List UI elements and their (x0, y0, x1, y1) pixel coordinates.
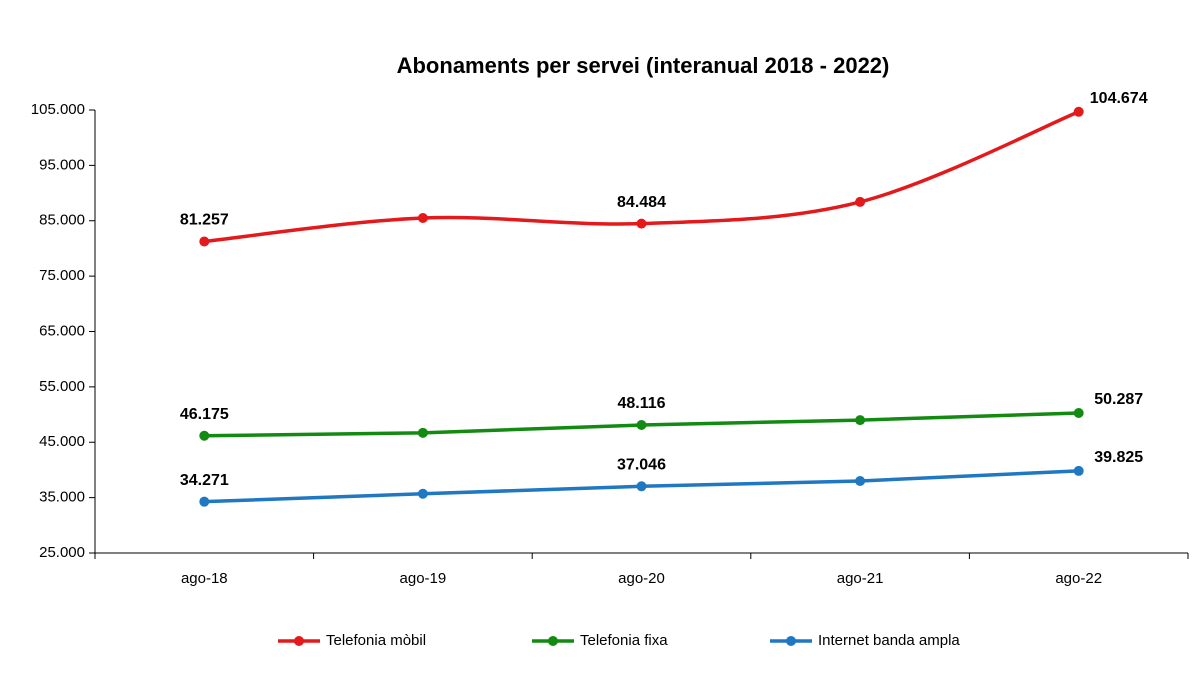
legend-label: Telefonia mòbil (326, 632, 426, 649)
chart-title: Abonaments per servei (interanual 2018 -… (397, 53, 890, 78)
y-tick-label: 85.000 (39, 212, 85, 229)
point (636, 419, 647, 430)
point (417, 488, 428, 499)
point (1073, 106, 1084, 117)
data-label: 37.046 (617, 457, 666, 474)
data-label: 34.271 (180, 472, 229, 489)
data-label: 84.484 (617, 194, 666, 211)
point (855, 196, 866, 207)
data-label: 104.674 (1090, 90, 1148, 107)
point (1073, 465, 1084, 476)
point (417, 427, 428, 438)
y-tick-label: 105.000 (31, 101, 85, 118)
point (1073, 407, 1084, 418)
x-tick-label: ago-21 (837, 570, 884, 587)
x-tick-label: ago-19 (400, 570, 447, 587)
y-tick-label: 35.000 (39, 489, 85, 506)
point (199, 236, 210, 247)
y-tick-label: 65.000 (39, 322, 85, 339)
x-tick-label: ago-22 (1055, 570, 1102, 587)
data-label: 50.287 (1094, 391, 1143, 408)
y-tick-label: 45.000 (39, 433, 85, 450)
data-label: 46.175 (180, 406, 229, 423)
data-label: 39.825 (1094, 449, 1143, 466)
data-label: 48.116 (617, 395, 665, 412)
point (636, 218, 647, 229)
point (855, 476, 866, 487)
point (855, 415, 866, 426)
data-label: 81.257 (180, 212, 229, 229)
y-tick-label: 95.000 (39, 156, 85, 173)
y-tick-label: 75.000 (39, 267, 85, 284)
legend-label: Telefonia fixa (580, 632, 668, 649)
point (199, 496, 210, 507)
legend-marker (548, 636, 558, 646)
y-tick-label: 55.000 (39, 378, 85, 395)
x-tick-label: ago-20 (618, 570, 665, 587)
x-tick-label: ago-18 (181, 570, 228, 587)
legend-marker (786, 636, 796, 646)
y-tick-label: 25.000 (39, 544, 85, 561)
point (417, 212, 428, 223)
legend-marker (294, 636, 304, 646)
point (199, 430, 210, 441)
legend-label: Internet banda ampla (818, 632, 960, 649)
point (636, 481, 647, 492)
